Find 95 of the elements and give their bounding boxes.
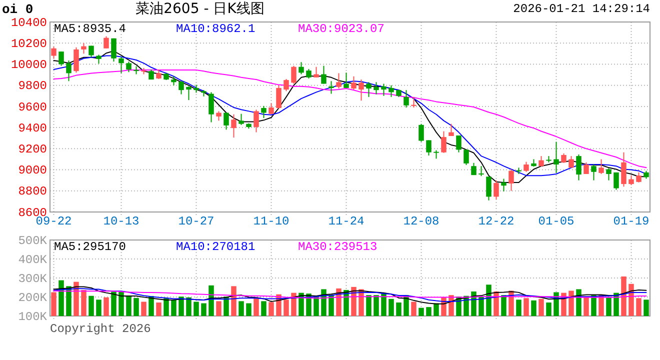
candlestick — [118, 56, 124, 74]
candlestick — [314, 66, 319, 78]
candlestick — [441, 130, 446, 154]
candlestick — [426, 140, 432, 156]
candlestick — [358, 79, 364, 102]
text: MA10:8962.1 — [176, 22, 256, 36]
text: MA5:295170 — [54, 240, 126, 254]
candlestick — [344, 72, 349, 88]
x-tick-label: 12-22 — [478, 214, 514, 229]
x-tick-label: 11-10 — [253, 214, 290, 229]
candlestick — [494, 180, 499, 200]
candlestick — [298, 62, 304, 75]
candlestick — [238, 113, 244, 126]
candlestick — [104, 36, 109, 49]
candlestick — [471, 162, 476, 176]
candlestick — [448, 123, 454, 136]
candlestick — [74, 46, 79, 74]
candlestick — [366, 82, 372, 98]
candlestick — [156, 69, 162, 80]
y-tick-label: 9600 — [18, 100, 47, 114]
candlestick — [606, 168, 612, 181]
x-tick-label: 10-13 — [103, 214, 140, 229]
candlestick — [628, 175, 634, 186]
candlestick — [208, 92, 214, 123]
candlestick — [464, 149, 469, 166]
candlestick — [636, 172, 642, 183]
y-tick-label: 10000 — [10, 58, 47, 72]
candlestick — [81, 42, 86, 54]
candlestick — [224, 112, 229, 130]
candlestick — [216, 110, 222, 122]
candlestick — [411, 96, 416, 108]
candlestick — [374, 82, 379, 95]
x-tick-label: 01-19 — [613, 214, 650, 229]
series-label: MA5:8935.4 — [54, 22, 126, 36]
candlestick — [381, 83, 386, 96]
line-series — [53, 290, 647, 299]
y-tick-label: 9800 — [18, 79, 47, 94]
candlestick — [66, 60, 72, 82]
y-tick-label: 200K — [18, 290, 48, 305]
candlestick — [268, 102, 274, 115]
candlestick — [276, 84, 282, 110]
candlestick — [178, 80, 184, 95]
candlestick — [614, 172, 619, 190]
candlestick — [261, 105, 266, 119]
text: Copyright 2026 — [50, 322, 151, 336]
candlestick — [51, 46, 56, 59]
y-tick-label: 100K — [18, 310, 48, 324]
candlestick — [126, 61, 132, 73]
candlestick — [291, 65, 296, 84]
y-tick-label: 9000 — [18, 164, 47, 178]
y-tick-label: 10400 — [10, 16, 47, 30]
text: oi 0 — [2, 2, 34, 17]
candlestick — [598, 158, 604, 174]
x-tick-label: 11-24 — [328, 214, 364, 229]
candlestick — [306, 68, 312, 79]
candlestick — [186, 86, 192, 101]
candlestick — [58, 51, 64, 66]
y-tick-label: 300K — [18, 272, 48, 286]
text: MA30:9023.07 — [298, 22, 384, 36]
x-tick-label: 01-05 — [538, 214, 574, 229]
text: MA30:239513 — [298, 240, 378, 254]
candlestick — [576, 154, 582, 181]
candlestick — [524, 161, 529, 172]
candlestick — [254, 109, 259, 133]
candlestick — [486, 176, 492, 201]
y-tick-label: 9400 — [18, 121, 47, 136]
y-tick-label: 8800 — [18, 184, 47, 199]
candlestick — [478, 166, 484, 177]
candlestick — [591, 164, 596, 181]
candlestick — [388, 84, 394, 98]
candlestick — [418, 123, 424, 142]
text: 2026-01-21 14:29:14 — [513, 2, 650, 16]
candlestick — [554, 141, 559, 174]
x-tick-label: 10-27 — [178, 214, 214, 229]
candlestick — [621, 152, 626, 188]
candlestick — [328, 80, 334, 94]
candlestick — [351, 76, 356, 90]
candlestick — [538, 156, 544, 168]
candlestick — [508, 168, 514, 192]
candlestick — [336, 72, 342, 89]
y-tick-label: 9200 — [18, 142, 47, 157]
candlestick — [501, 178, 506, 192]
candlestick — [561, 152, 566, 164]
text: MA10:270181 — [176, 240, 256, 254]
candlestick — [456, 134, 462, 153]
y-tick-label: 400K — [18, 252, 48, 267]
chart-title: 菜油2605 - 日K线图 — [136, 1, 264, 17]
candlestick — [321, 65, 326, 84]
candlestick — [111, 38, 116, 62]
y-tick-label: 500K — [18, 234, 48, 248]
candlestick — [284, 78, 289, 92]
candlestick — [404, 90, 409, 108]
x-tick-label: 12-08 — [403, 214, 440, 229]
y-tick-label: 10200 — [10, 36, 47, 51]
candlestick — [231, 114, 236, 138]
